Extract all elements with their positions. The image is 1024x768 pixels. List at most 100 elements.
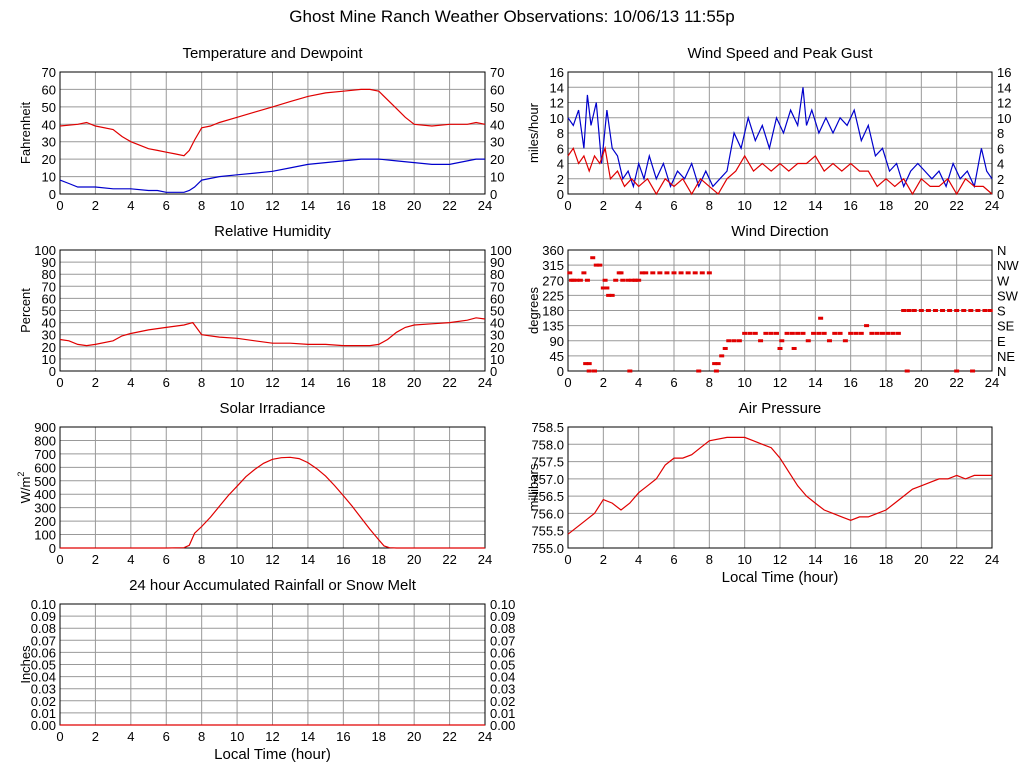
y-tick-label: 4 bbox=[557, 157, 564, 172]
y-tick-label: 270 bbox=[542, 273, 564, 288]
x-tick-label: 22 bbox=[949, 552, 963, 567]
data-point bbox=[816, 331, 822, 335]
x-tick-label: 20 bbox=[407, 375, 421, 390]
y-tick-label-right: 4 bbox=[997, 157, 1004, 172]
y-tick-label: 0.05 bbox=[31, 658, 56, 673]
x-tick-label: 20 bbox=[914, 552, 928, 567]
x-axis-label: Local Time (hour) bbox=[722, 569, 839, 586]
x-tick-label: 12 bbox=[773, 198, 787, 213]
y-tick-label: 0.02 bbox=[31, 694, 56, 709]
y-tick-label: 500 bbox=[34, 474, 56, 489]
series-line bbox=[567, 436, 992, 535]
data-point bbox=[643, 271, 649, 275]
data-point bbox=[879, 331, 885, 335]
y-tick-label: 60 bbox=[42, 82, 56, 97]
x-tick-label: 4 bbox=[127, 729, 134, 744]
x-tick-label: 18 bbox=[879, 198, 893, 213]
y-tick-label-right: 50 bbox=[490, 304, 504, 319]
data-point bbox=[758, 339, 764, 343]
x-tick-label: 4 bbox=[127, 552, 134, 567]
x-tick-label: 12 bbox=[265, 729, 279, 744]
y-tick-label: 20 bbox=[42, 152, 56, 167]
data-point bbox=[678, 271, 684, 275]
data-point bbox=[975, 309, 981, 312]
x-tick-label: 4 bbox=[635, 552, 642, 567]
data-point bbox=[574, 278, 580, 282]
data-point bbox=[895, 331, 901, 335]
x-tick-label: 4 bbox=[127, 375, 134, 390]
data-point bbox=[629, 278, 635, 282]
data-point bbox=[742, 331, 748, 335]
temperature-chart: 0 2 4 6 8 10 12 14 16 18 20 22 240102030405060700102… bbox=[18, 45, 504, 213]
data-point bbox=[911, 309, 917, 312]
data-point bbox=[768, 331, 774, 335]
x-tick-label: 2 bbox=[600, 198, 607, 213]
y-tick-label: 360 bbox=[542, 243, 564, 258]
chart-title: Temperature and Dewpoint bbox=[182, 45, 363, 62]
data-point bbox=[795, 331, 801, 335]
y-tick-label-right: W bbox=[997, 273, 1010, 288]
data-point bbox=[604, 286, 610, 290]
data-point bbox=[712, 362, 718, 366]
x-tick-label: 24 bbox=[478, 198, 492, 213]
x-tick-label: 8 bbox=[198, 729, 205, 744]
y-tick-label-right: S bbox=[997, 304, 1006, 319]
data-point bbox=[592, 369, 597, 373]
data-point bbox=[597, 263, 603, 267]
x-tick-label: 4 bbox=[635, 198, 642, 213]
y-tick-label-right: 0.00 bbox=[490, 718, 515, 733]
y-tick-label-right: 70 bbox=[490, 279, 504, 294]
x-tick-label: 12 bbox=[265, 552, 279, 567]
x-tick-label: 10 bbox=[230, 552, 244, 567]
y-tick-label: 50 bbox=[42, 304, 56, 319]
plot-frame bbox=[59, 249, 486, 372]
data-point bbox=[987, 309, 993, 312]
data-point bbox=[657, 271, 663, 275]
chart-title: Relative Humidity bbox=[214, 223, 331, 240]
y-axis-label: Inches bbox=[18, 645, 33, 684]
data-point bbox=[947, 309, 953, 312]
x-tick-label: 24 bbox=[985, 552, 999, 567]
y-tick-label: 70 bbox=[42, 279, 56, 294]
series-line bbox=[567, 145, 993, 196]
y-tick-label: 40 bbox=[42, 117, 56, 132]
y-tick-label: 10 bbox=[42, 170, 56, 185]
chart-title: Air Pressure bbox=[739, 400, 822, 417]
data-point bbox=[858, 331, 864, 335]
x-tick-label: 18 bbox=[372, 198, 386, 213]
y-tick-label: 50 bbox=[42, 100, 56, 115]
x-tick-label: 0 bbox=[56, 375, 63, 390]
data-point bbox=[581, 271, 587, 275]
x-tick-label: 6 bbox=[163, 198, 170, 213]
data-point bbox=[632, 278, 638, 282]
y-tick-label: 0.09 bbox=[31, 609, 56, 624]
x-tick-label: 8 bbox=[706, 375, 713, 390]
y-axis-label: W/m2 bbox=[16, 472, 33, 504]
data-point bbox=[954, 369, 960, 373]
y-tick-label-right: 90 bbox=[490, 255, 504, 270]
x-tick-label: 10 bbox=[737, 198, 751, 213]
x-tick-label: 20 bbox=[407, 198, 421, 213]
y-tick-label: 90 bbox=[550, 334, 564, 349]
x-tick-label: 6 bbox=[670, 552, 677, 567]
x-tick-label: 14 bbox=[301, 198, 315, 213]
y-axis-label: degrees bbox=[526, 287, 541, 334]
x-tick-label: 2 bbox=[92, 552, 99, 567]
data-point bbox=[779, 339, 785, 343]
x-tick-label: 20 bbox=[914, 375, 928, 390]
x-tick-label: 8 bbox=[198, 552, 205, 567]
y-tick-label-right: NE bbox=[997, 349, 1015, 364]
data-point bbox=[826, 339, 832, 343]
x-tick-label: 8 bbox=[706, 198, 713, 213]
data-point bbox=[671, 271, 677, 275]
y-tick-label: 0.00 bbox=[31, 718, 56, 733]
pressure-chart: 0 2 4 6 8 10 12 14 16 18 20 22 24755.0755.5756.0756.… bbox=[526, 400, 999, 586]
x-tick-label: 0 bbox=[56, 552, 63, 567]
y-tick-label-right: 14 bbox=[997, 80, 1011, 95]
y-tick-label: 90 bbox=[42, 255, 56, 270]
y-tick-label: 16 bbox=[550, 65, 564, 80]
data-point bbox=[569, 278, 575, 282]
y-tick-label-right: 0.01 bbox=[490, 706, 515, 721]
y-tick-label-right: 20 bbox=[490, 340, 504, 355]
data-point bbox=[752, 331, 758, 335]
